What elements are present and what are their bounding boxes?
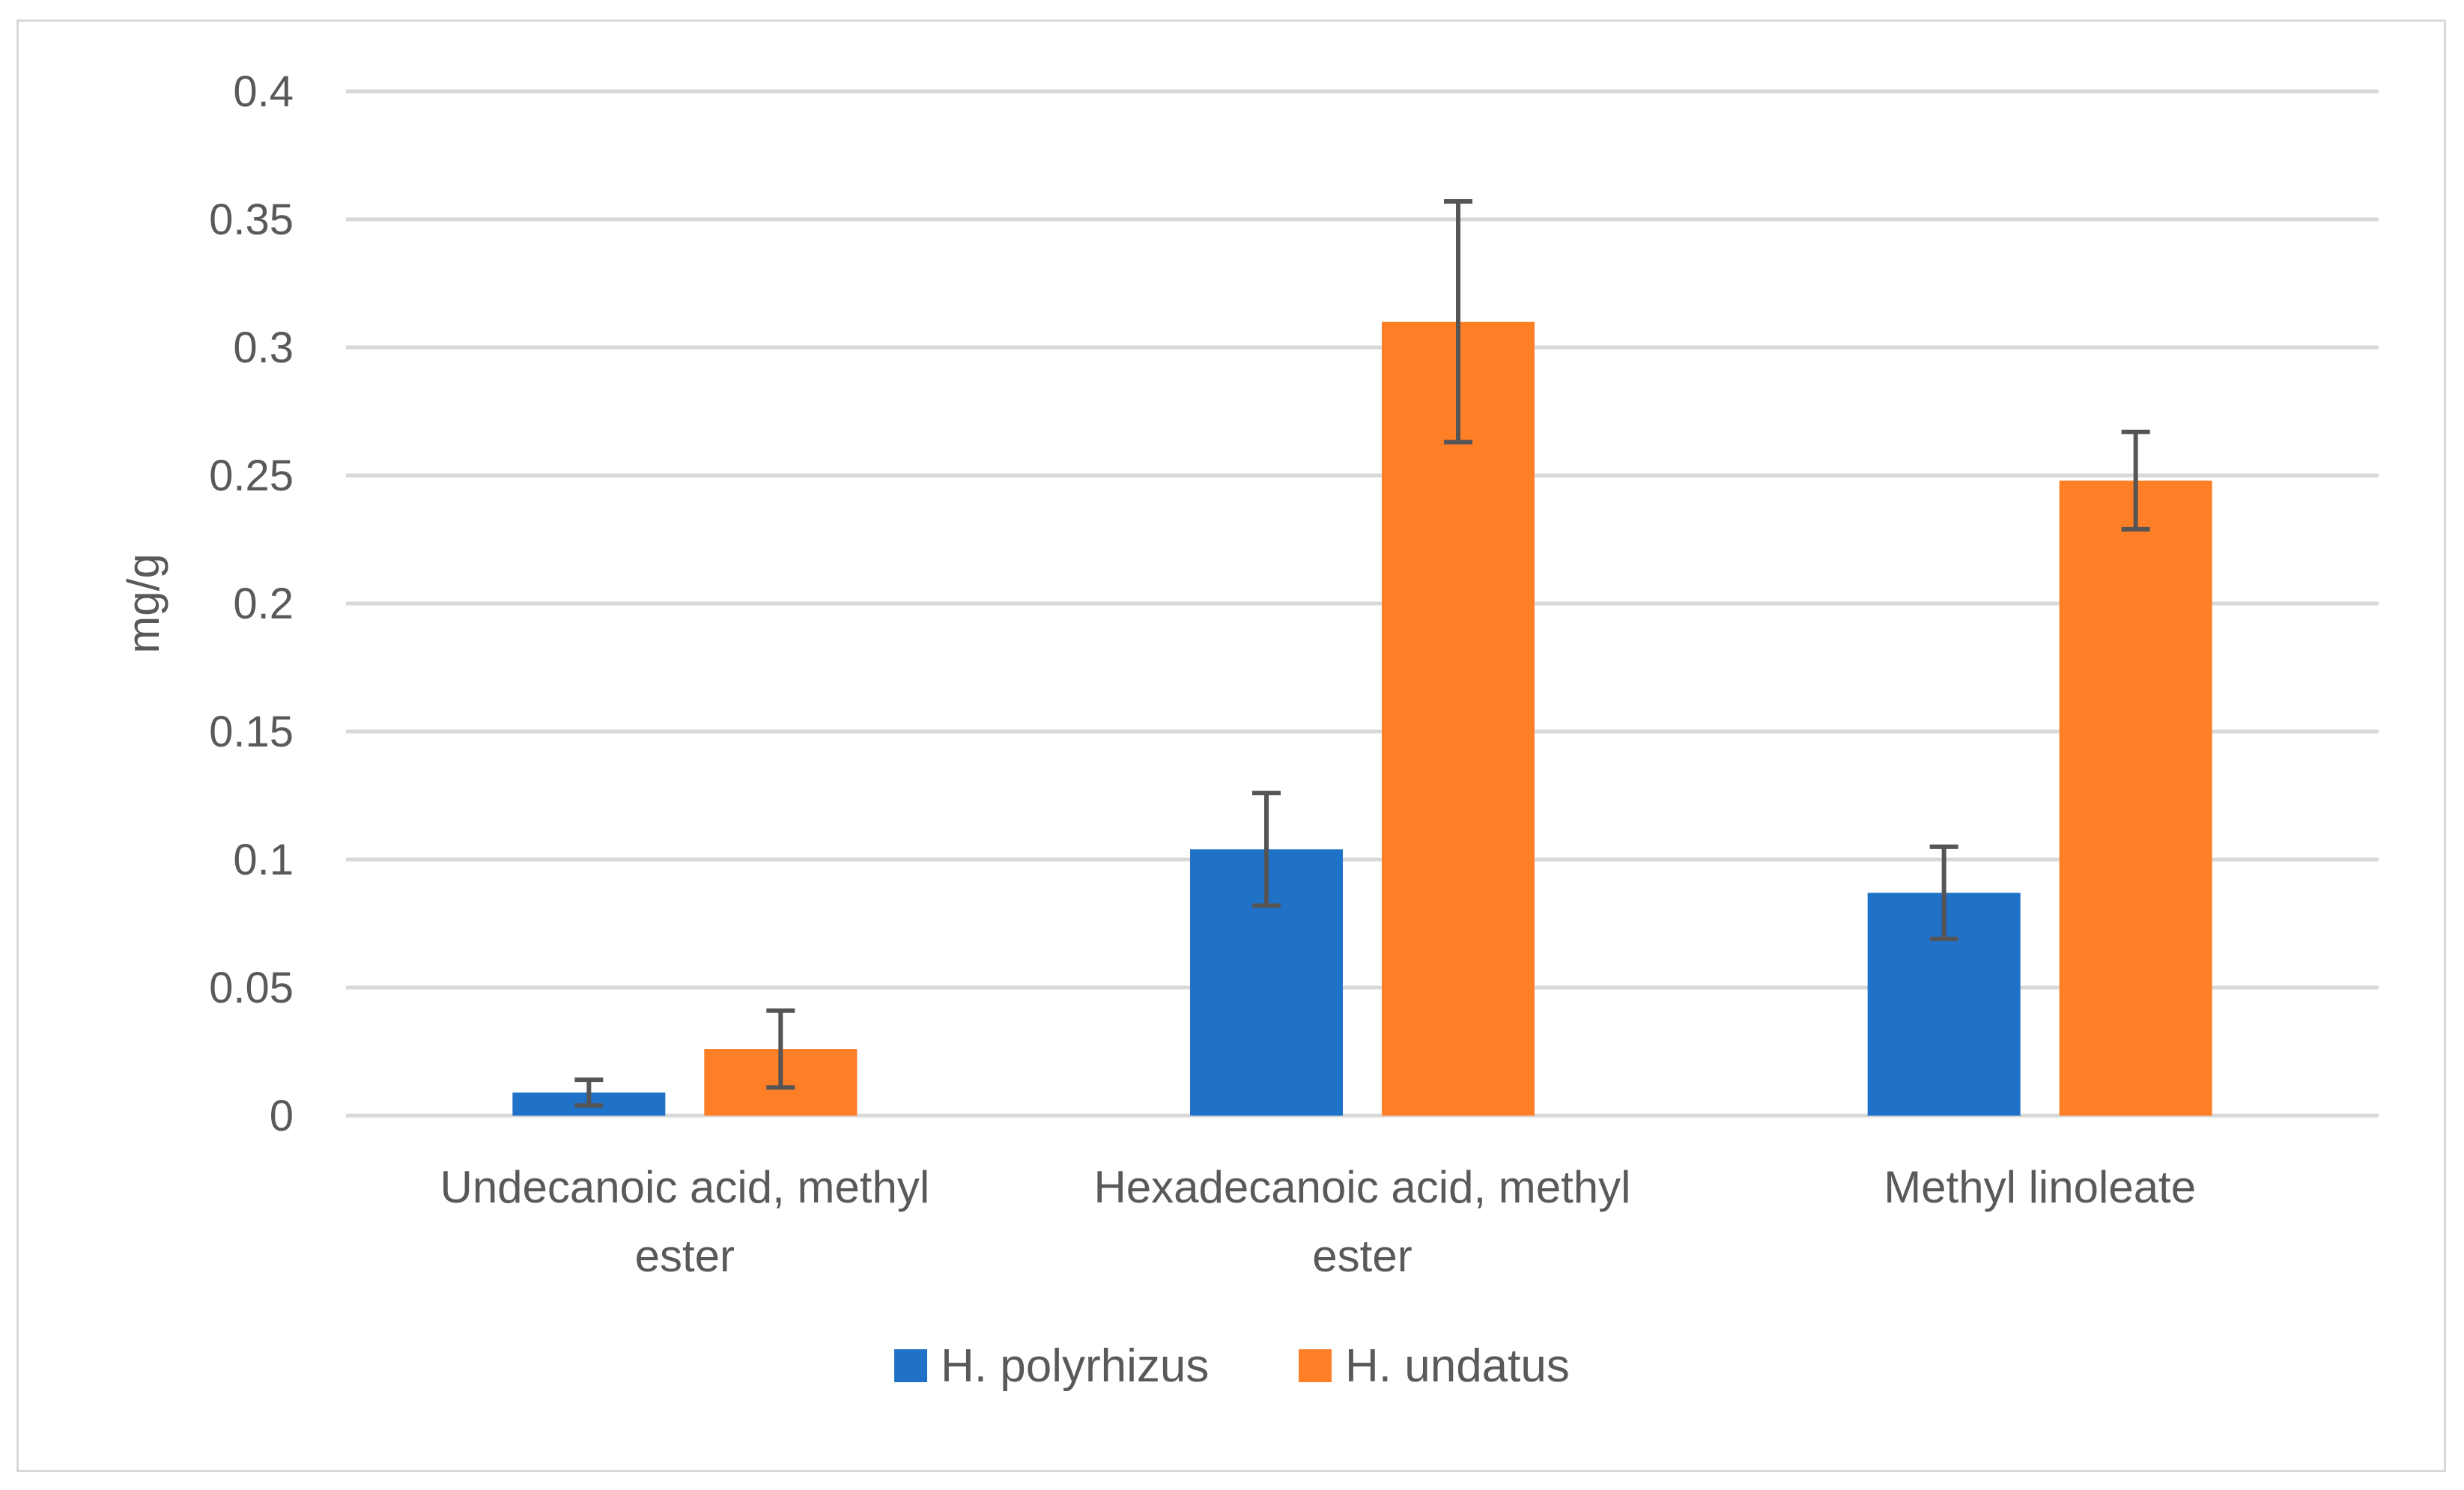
legend-label: H. undatus bbox=[1345, 1340, 1570, 1392]
y-tick-label: 0.3 bbox=[233, 323, 294, 372]
y-axis-label: mg/g bbox=[118, 553, 169, 653]
legend-item: H. undatus bbox=[1299, 1340, 1570, 1392]
y-axis-ticks: 0 0.05 0.1 0.15 0.2 0.25 0.3 0.35 0.4 bbox=[209, 67, 294, 1140]
y-tick-label: 0.2 bbox=[233, 580, 294, 628]
error-bar bbox=[2121, 429, 2150, 532]
error-bar bbox=[1252, 791, 1281, 908]
gridlines bbox=[346, 89, 2379, 1118]
x-category-label: Hexadecanoic acid, methyl ester bbox=[1093, 1162, 1630, 1281]
bar bbox=[1382, 321, 1535, 1116]
legend-swatch bbox=[1299, 1349, 1332, 1382]
bars bbox=[512, 321, 2212, 1116]
chart-frame bbox=[16, 19, 2446, 1472]
error-bar bbox=[766, 1008, 795, 1090]
legend-label: H. polyrhizus bbox=[941, 1340, 1209, 1392]
legend: H. polyrhizus H. undatus bbox=[894, 1340, 1570, 1392]
error-bars bbox=[574, 199, 2150, 1108]
y-tick-label: 0 bbox=[270, 1092, 294, 1140]
x-axis-categories: Undecanoic acid, methyl ester Hexadecanoic… bbox=[440, 1162, 2196, 1281]
x-category-label: Methyl linoleate bbox=[1884, 1162, 2196, 1212]
y-tick-label: 0.35 bbox=[209, 195, 294, 244]
y-tick-label: 0.4 bbox=[233, 67, 294, 116]
bar bbox=[2059, 480, 2212, 1116]
y-tick-label: 0.1 bbox=[233, 836, 294, 884]
y-tick-label: 0.25 bbox=[209, 451, 294, 500]
legend-swatch bbox=[894, 1349, 927, 1382]
error-bar bbox=[574, 1077, 604, 1108]
y-tick-label: 0.05 bbox=[209, 964, 294, 1012]
y-tick-label: 0.15 bbox=[209, 708, 294, 756]
legend-item: H. polyrhizus bbox=[894, 1340, 1209, 1392]
error-bar bbox=[1929, 844, 1958, 942]
error-bar bbox=[1444, 199, 1472, 445]
x-category-label: Undecanoic acid, methyl ester bbox=[440, 1162, 929, 1281]
